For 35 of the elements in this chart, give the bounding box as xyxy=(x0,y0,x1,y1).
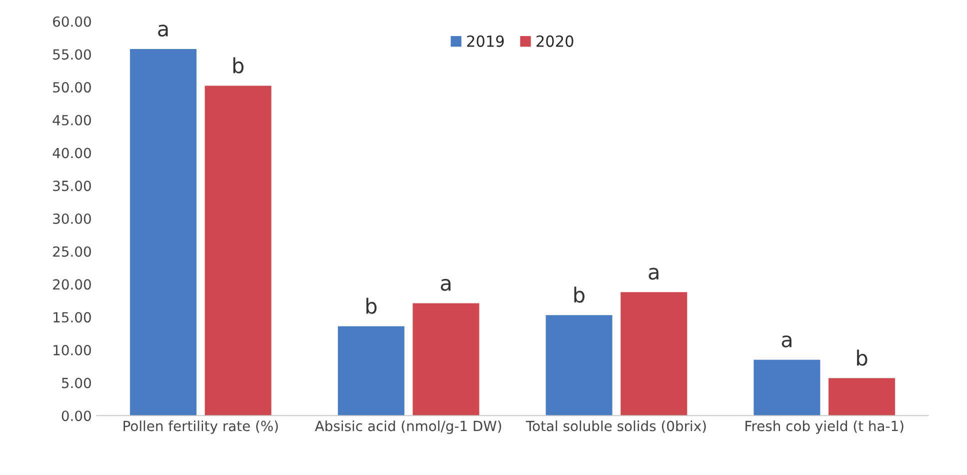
y-tick-label: 20.00 xyxy=(53,279,91,290)
x-tick-label: Absisic acid (nmol/g-1 DW) xyxy=(314,420,502,434)
annotation: b xyxy=(366,298,377,314)
y-tick-label: 60.00 xyxy=(53,16,91,27)
y-tick-label: 30.00 xyxy=(53,213,91,224)
bar xyxy=(130,48,196,416)
bar xyxy=(546,315,612,416)
bar xyxy=(620,292,688,416)
y-tick-label: 45.00 xyxy=(52,114,91,126)
annotation: a xyxy=(648,268,658,280)
bar xyxy=(754,360,820,416)
y-tick-label: 10.00 xyxy=(54,344,91,356)
y-tick-label: 40.00 xyxy=(52,148,91,158)
annotation: a xyxy=(158,24,168,37)
y-tick-label: 25.00 xyxy=(53,246,91,257)
bar xyxy=(828,378,896,416)
bar xyxy=(204,86,272,416)
y-tick-label: 50.00 xyxy=(53,82,91,93)
x-tick-label: Pollen fertility rate (%) xyxy=(124,420,278,434)
x-tick-label: Fresh cob yield (t ha-1) xyxy=(746,420,904,434)
annotation: a xyxy=(440,278,450,291)
annotation: b xyxy=(574,286,585,303)
annotation: a xyxy=(782,335,792,348)
y-tick-label: 15.00 xyxy=(54,312,91,323)
y-tick-label: 55.00 xyxy=(53,49,91,60)
x-tick-label: Total soluble solids (0brix) xyxy=(526,420,706,433)
annotation: b xyxy=(857,350,868,366)
bar xyxy=(412,303,480,416)
legend-label: 2019 xyxy=(467,35,504,47)
y-tick-label: 5.00 xyxy=(62,378,91,388)
y-tick-label: 35.00 xyxy=(53,180,91,192)
legend-label: 2020 xyxy=(536,35,574,47)
annotation: b xyxy=(233,57,244,74)
y-tick-label: 0.00 xyxy=(62,410,91,422)
bar xyxy=(338,326,404,416)
